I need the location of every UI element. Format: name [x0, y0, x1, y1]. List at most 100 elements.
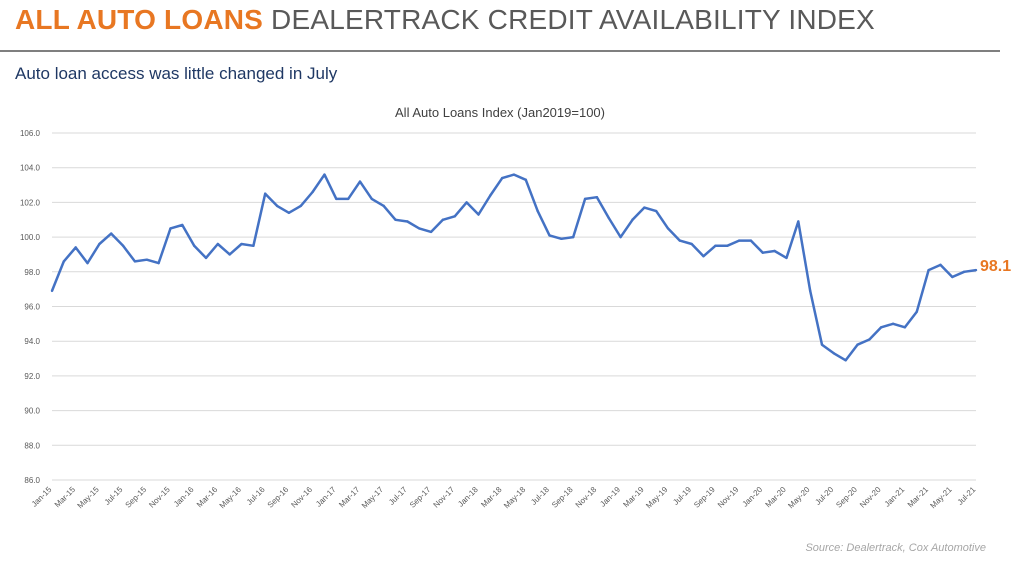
data-point — [962, 270, 966, 273]
x-tick-label: Mar-20 — [764, 485, 789, 510]
y-tick-label: 94.0 — [24, 337, 40, 346]
data-point — [595, 195, 599, 199]
x-tick-label: Mar-18 — [479, 485, 504, 510]
data-point — [228, 253, 231, 256]
data-point — [275, 204, 279, 208]
data-point — [86, 261, 89, 265]
data-point — [74, 246, 77, 249]
x-tick-label: Nov-15 — [147, 485, 172, 510]
data-point — [797, 220, 800, 223]
y-tick-label: 98.0 — [24, 268, 40, 277]
x-tick-label: Mar-19 — [621, 485, 646, 510]
data-point — [927, 268, 930, 272]
data-point — [287, 211, 291, 215]
data-point — [121, 244, 125, 247]
data-point — [619, 235, 622, 239]
y-tick-label: 96.0 — [24, 303, 40, 312]
data-point — [157, 261, 160, 265]
data-point — [749, 239, 753, 242]
data-point — [880, 326, 883, 329]
data-point — [50, 289, 54, 293]
x-tick-label: Jan-16 — [172, 485, 196, 509]
x-tick-label: Nov-18 — [574, 485, 599, 510]
data-point — [939, 263, 942, 267]
data-point — [418, 227, 421, 230]
data-point — [607, 216, 610, 220]
data-point — [181, 223, 184, 227]
x-tick-label: Sep-19 — [692, 485, 717, 510]
data-point — [311, 190, 314, 194]
x-tick-label: Sep-20 — [834, 485, 859, 510]
data-point — [335, 197, 338, 201]
data-point — [145, 258, 148, 261]
x-tick-label: May-19 — [644, 485, 670, 511]
x-tick-label: Mar-17 — [337, 485, 362, 510]
series-group — [50, 173, 978, 362]
data-point — [915, 310, 918, 313]
x-tick-label: Sep-18 — [550, 485, 575, 510]
x-tick-label: Jul-19 — [671, 485, 693, 507]
y-tick-label: 102.0 — [20, 198, 41, 207]
y-tick-label: 90.0 — [24, 407, 40, 416]
x-tick-label: May-16 — [218, 485, 244, 511]
x-tick-label: May-18 — [502, 485, 528, 511]
data-point — [702, 254, 705, 258]
x-tick-label: Mar-15 — [53, 485, 78, 510]
data-point — [252, 244, 255, 247]
data-point — [204, 256, 208, 260]
data-point — [726, 244, 729, 247]
chart-title: All Auto Loans Index (Jan2019=100) — [395, 105, 605, 120]
x-tick-label: Sep-15 — [124, 485, 149, 510]
data-point — [264, 192, 267, 195]
x-tick-label: Mar-16 — [195, 485, 220, 510]
x-tick-label: Jul-20 — [813, 485, 835, 507]
data-point — [62, 260, 66, 263]
x-tick-label: Nov-16 — [289, 485, 314, 510]
data-point — [536, 209, 539, 213]
data-point — [560, 237, 563, 241]
data-point — [465, 201, 468, 204]
x-tick-label: May-21 — [928, 485, 954, 511]
data-point — [394, 218, 397, 221]
data-point — [737, 239, 741, 242]
data-point — [169, 227, 172, 230]
y-tick-label: 106.0 — [20, 129, 41, 138]
data-point — [98, 242, 101, 246]
data-point — [406, 220, 409, 223]
headline-rest: DEALERTRACK CREDIT AVAILABILITY INDEX — [271, 4, 875, 35]
data-point — [512, 173, 516, 176]
x-tick-label: Nov-19 — [716, 485, 741, 510]
x-tick-label: Jan-17 — [314, 485, 338, 509]
data-point — [500, 176, 504, 180]
data-point — [110, 232, 113, 235]
y-tick-label: 104.0 — [20, 164, 41, 173]
data-point — [856, 343, 859, 346]
x-tick-label: Jul-18 — [529, 485, 551, 507]
data-point — [382, 204, 385, 208]
x-tick-label: Mar-21 — [906, 485, 931, 510]
x-tick-label: Sep-16 — [266, 485, 291, 510]
data-point — [216, 242, 220, 246]
x-tick-label: Jan-19 — [598, 485, 622, 509]
x-tick-label: Jan-15 — [30, 485, 54, 509]
data-point — [820, 343, 824, 346]
x-tick-label: May-17 — [360, 485, 386, 511]
x-tick-label: Jul-21 — [956, 485, 978, 507]
x-tick-label: Sep-17 — [408, 485, 433, 510]
data-point — [631, 218, 634, 221]
data-point — [370, 197, 374, 201]
data-point — [524, 178, 528, 182]
data-point — [654, 209, 658, 213]
y-axis: 86.0 88.0 90.0 92.0 94.0 96.0 98.0 100.0 102.0 10… — [20, 129, 41, 485]
y-tick-label: 100.0 — [20, 233, 41, 242]
x-tick-label: Nov-20 — [858, 485, 883, 510]
data-point — [678, 239, 682, 242]
y-tick-label: 88.0 — [24, 441, 40, 450]
data-point — [133, 260, 137, 263]
x-tick-label: Jan-21 — [883, 485, 907, 509]
data-point — [358, 180, 362, 183]
source-note: Source: Dealertrack, Cox Automotive — [805, 542, 986, 554]
data-point — [429, 230, 433, 234]
x-tick-label: Jul-17 — [387, 485, 409, 507]
